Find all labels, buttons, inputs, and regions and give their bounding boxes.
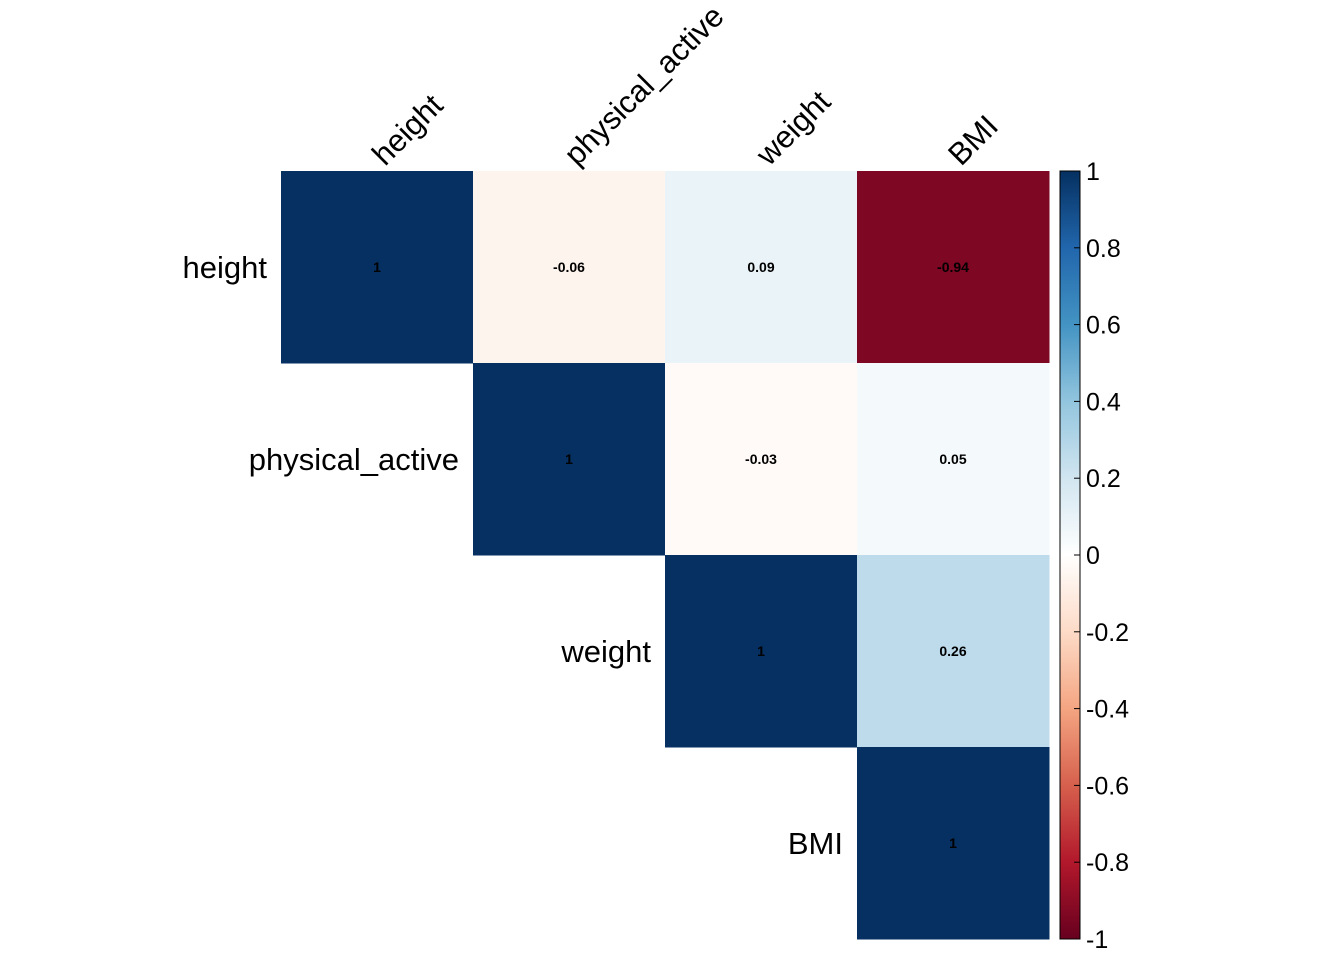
row-label-BMI: BMI — [788, 826, 843, 861]
cell-value-weight-weight: 1 — [757, 643, 765, 659]
column-label-BMI: BMI — [941, 108, 1005, 172]
heatmap-cell-physical_active-physical_active — [473, 363, 666, 556]
colorbar-tick-label: -0.6 — [1086, 772, 1129, 800]
heatmap-cell-physical_active-BMI — [857, 363, 1050, 556]
heatmap-cell-physical_active-weight — [665, 363, 858, 556]
column-label-physical_active: physical_active — [557, 0, 730, 172]
row-label-weight: weight — [560, 634, 651, 669]
cell-value-physical_active-BMI: 0.05 — [939, 451, 966, 467]
row-label-height: height — [183, 250, 268, 285]
colorbar-tick-label: 1 — [1086, 158, 1100, 186]
heatmap-cell-weight-BMI — [857, 555, 1050, 748]
heatmap-cell-height-height — [281, 171, 474, 364]
column-labels: height physical_active weight BMI — [365, 0, 1005, 173]
heatmap-cell-height-BMI — [857, 171, 1050, 364]
colorbar-tick-label: 0 — [1086, 542, 1100, 570]
cell-value-BMI-BMI: 1 — [949, 835, 957, 851]
column-label-weight: weight — [748, 84, 837, 173]
cell-value-physical_active-physical_active: 1 — [565, 451, 573, 467]
row-label-physical_active: physical_active — [249, 442, 459, 477]
heatmap-cell-weight-weight — [665, 555, 858, 748]
colorbar-tick-label: 0.2 — [1086, 465, 1121, 493]
heatmap-cell-height-physical_active — [473, 171, 666, 364]
color-legend: 1 0.8 0.6 0.4 0.2 0 -0.2 -0.4 -0.6 -0.8 -1 — [1059, 158, 1129, 954]
cell-value-height-BMI: -0.94 — [937, 259, 969, 275]
colorbar-tick-label: 0.4 — [1086, 388, 1121, 416]
cell-value-height-physical_active: -0.06 — [553, 259, 585, 275]
cell-value-height-weight: 0.09 — [747, 259, 774, 275]
cell-value-height-height: 1 — [373, 259, 381, 275]
colorbar-tick-label: 0.6 — [1086, 312, 1121, 340]
heatmap-cell-height-weight — [665, 171, 858, 364]
colorbar-tick-label: -0.8 — [1086, 849, 1129, 877]
colorbar-tick-label: -0.4 — [1086, 696, 1129, 724]
cell-value-weight-BMI: 0.26 — [939, 643, 966, 659]
colorbar-tick-label: -1 — [1086, 926, 1108, 954]
cell-value-physical_active-weight: -0.03 — [745, 451, 777, 467]
heatmap-cells — [281, 171, 1050, 940]
heatmap-cell-labels: 1 -0.06 0.09 -0.94 1 -0.03 0.05 1 0.26 1 — [373, 259, 969, 851]
colorbar-tick-label: -0.2 — [1086, 619, 1129, 647]
colorbar-tick-label: 0.8 — [1086, 235, 1121, 263]
heatmap-cell-BMI-BMI — [857, 747, 1050, 940]
column-label-height: height — [365, 87, 450, 172]
